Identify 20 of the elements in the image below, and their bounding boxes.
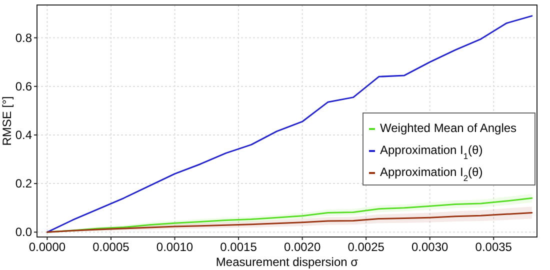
y-tick-label: 0.4 <box>15 128 32 142</box>
legend-label: Approximation I$_{2}$(θ) <box>380 165 483 183</box>
line-series <box>46 15 533 233</box>
y-tick-label: 0.2 <box>15 176 32 191</box>
y-tick-label: 0.6 <box>15 79 32 94</box>
x-tick-label: 0.0030 <box>412 240 449 254</box>
x-tick-label: 0.0005 <box>92 240 130 254</box>
x-tick-label: 0.0000 <box>28 240 66 254</box>
x-tick-label: 0.0035 <box>475 240 512 254</box>
legend-label: Approximation I$_{1}$(θ) <box>380 143 483 161</box>
x-tick-label: 0.0010 <box>156 240 194 254</box>
y-tick-label: 0.0 <box>15 225 32 240</box>
x-tick-label: 0.0025 <box>348 240 385 254</box>
y-axis-title: RMSE [°] <box>0 96 14 146</box>
x-tick-label: 0.0020 <box>284 240 321 254</box>
y-tick-label: 0.8 <box>15 30 32 45</box>
x-tick-label: 0.0015 <box>220 240 258 254</box>
line-series <box>46 212 533 233</box>
x-axis-title: Measurement dispersion σ <box>216 255 359 269</box>
legend-label: Weighted Mean of Angles <box>380 121 517 135</box>
